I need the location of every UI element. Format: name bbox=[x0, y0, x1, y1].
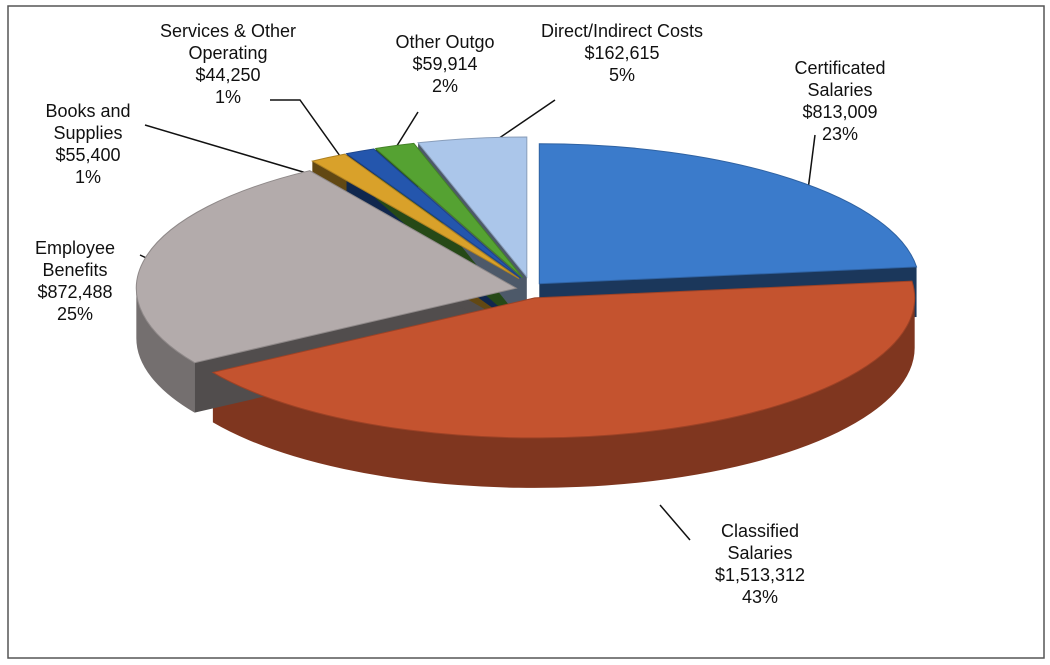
slice-label: Direct/Indirect Costs $162,615 5% bbox=[537, 20, 707, 86]
category: Direct/Indirect Costs bbox=[540, 21, 704, 41]
slice bbox=[345, 148, 522, 279]
slice-side bbox=[212, 297, 915, 488]
slice bbox=[538, 143, 918, 285]
slice bbox=[417, 136, 528, 279]
category: Other Outgo bbox=[395, 32, 495, 52]
slice-label: Employee Benefits $872,488 25% bbox=[15, 237, 135, 325]
leader bbox=[144, 124, 331, 181]
slice-label: Other Outgo $59,914 2% bbox=[370, 31, 520, 97]
slice bbox=[310, 153, 520, 280]
slice-label: Services & Other Operating $44,250 1% bbox=[138, 20, 318, 108]
percent-label: 25% bbox=[56, 304, 94, 324]
slice-label: Certificated Salaries $813,009 23% bbox=[770, 57, 910, 145]
value-label: $55,400 bbox=[55, 145, 121, 165]
value-label: $813,009 bbox=[802, 102, 878, 122]
category: Books and Supplies bbox=[45, 101, 131, 143]
leader bbox=[807, 134, 816, 191]
category: Services & Other Operating bbox=[159, 21, 297, 63]
slice bbox=[211, 280, 916, 439]
percent-label: 23% bbox=[821, 124, 859, 144]
percent-label: 2% bbox=[431, 76, 458, 96]
slice bbox=[135, 170, 518, 364]
category: Employee Benefits bbox=[34, 238, 116, 280]
category: Classified Salaries bbox=[720, 521, 800, 563]
slice-side bbox=[136, 288, 195, 413]
value-label: $872,488 bbox=[37, 282, 113, 302]
leader bbox=[659, 504, 691, 541]
value-label: $59,914 bbox=[412, 54, 478, 74]
slice-label: Classified Salaries $1,513,312 43% bbox=[700, 520, 820, 608]
slice-label: Books and Supplies $55,400 1% bbox=[28, 100, 148, 188]
slice-tops bbox=[135, 136, 918, 439]
value-label: $1,513,312 bbox=[714, 565, 806, 585]
value-label: $44,250 bbox=[195, 65, 261, 85]
value-label: $162,615 bbox=[584, 43, 660, 63]
slice bbox=[374, 142, 523, 278]
percent-label: 1% bbox=[74, 167, 101, 187]
percent-label: 5% bbox=[608, 65, 635, 85]
percent-label: 1% bbox=[214, 87, 241, 107]
category: Certificated Salaries bbox=[794, 58, 886, 100]
leader bbox=[270, 99, 351, 171]
percent-label: 43% bbox=[741, 587, 779, 607]
